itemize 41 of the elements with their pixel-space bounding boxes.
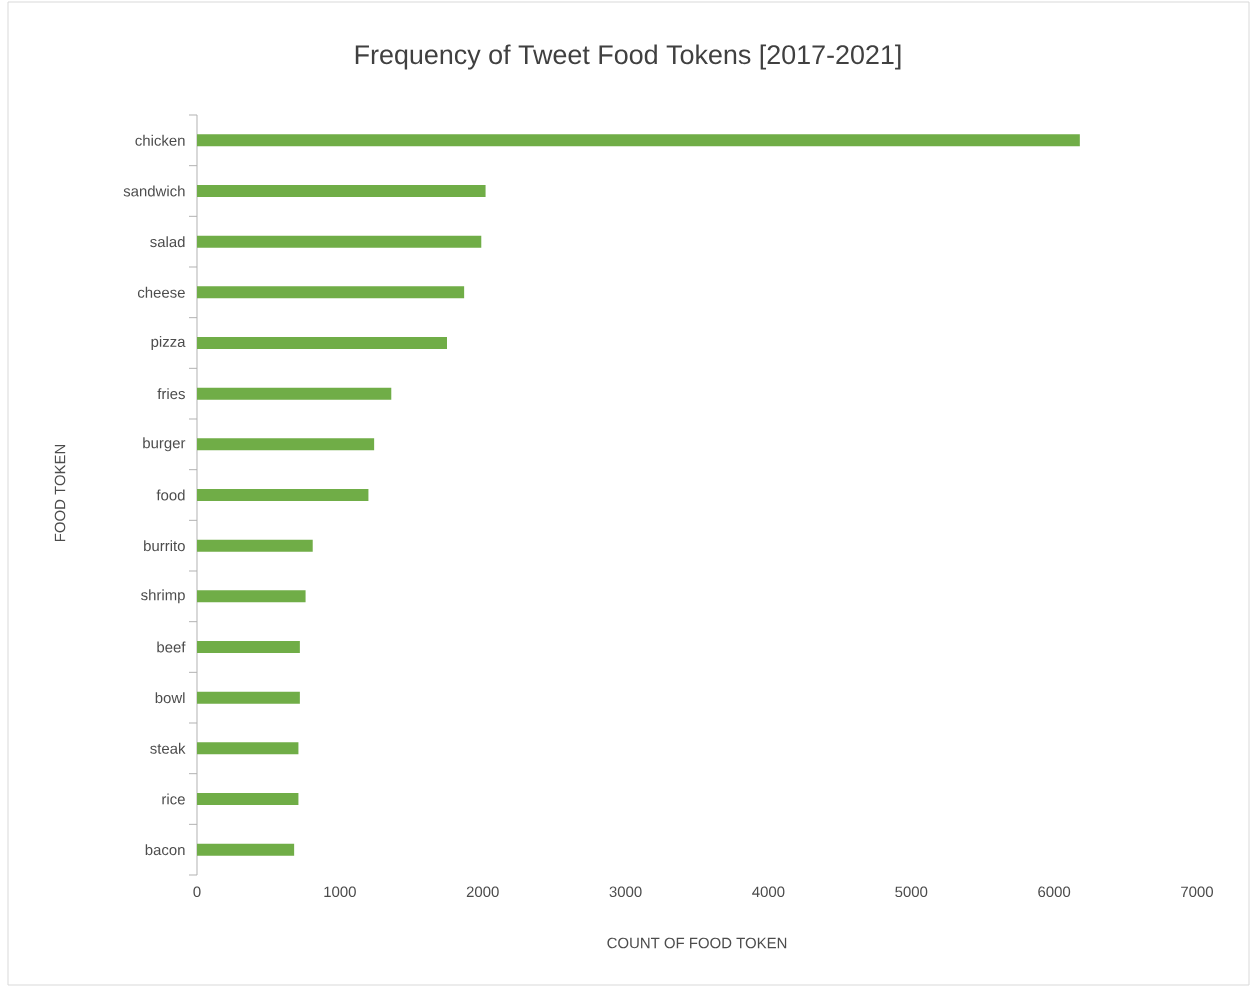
- x-axis-title: COUNT OF FOOD TOKEN: [607, 937, 787, 949]
- bar: [197, 134, 1080, 147]
- x-tick-label: 0: [193, 886, 201, 898]
- y-tick-label: food: [156, 489, 185, 501]
- y-axis-title: FOOD TOKEN: [54, 444, 66, 542]
- y-tick-label: bowl: [155, 692, 185, 704]
- x-tick-label: 3000: [609, 886, 642, 898]
- y-tick-label: salad: [150, 236, 185, 248]
- y-tick-label: beef: [157, 641, 186, 653]
- bar: [197, 590, 306, 603]
- y-tick-label: burrito: [144, 540, 185, 552]
- bar: [197, 742, 299, 755]
- x-tick-label: 6000: [1038, 886, 1071, 898]
- bar: [197, 438, 375, 451]
- x-tick-label: 5000: [895, 886, 928, 898]
- bar: [197, 843, 295, 856]
- chart-title: Frequency of Tweet Food Tokens [2017-2021]: [355, 44, 901, 70]
- y-tick-label: fries: [157, 388, 185, 400]
- bar: [197, 489, 369, 501]
- y-tick-label: shrimp: [141, 589, 185, 604]
- bar: [197, 641, 300, 654]
- bar: [197, 235, 482, 248]
- y-tick-label: burger: [143, 437, 186, 452]
- bar: [197, 539, 313, 552]
- x-tick-label: 4000: [752, 886, 785, 898]
- bar: [197, 337, 447, 349]
- bar: [197, 185, 486, 197]
- bar: [197, 691, 300, 704]
- x-tick-label: 1000: [324, 886, 356, 898]
- y-tick-label: cheese: [137, 286, 185, 298]
- y-tick-label: bacon: [145, 844, 185, 856]
- y-tick-label: chicken: [135, 134, 185, 146]
- bar: [197, 387, 392, 400]
- y-tick-label: pizza: [151, 336, 186, 350]
- x-tick-label: 7000: [1181, 886, 1213, 898]
- bar: [197, 286, 465, 299]
- y-tick-label: rice: [162, 793, 185, 805]
- y-tick-label: sandwich: [123, 185, 185, 197]
- y-tick-label: steak: [150, 742, 186, 754]
- bar: [197, 793, 299, 806]
- x-tick-label: 2000: [466, 886, 499, 898]
